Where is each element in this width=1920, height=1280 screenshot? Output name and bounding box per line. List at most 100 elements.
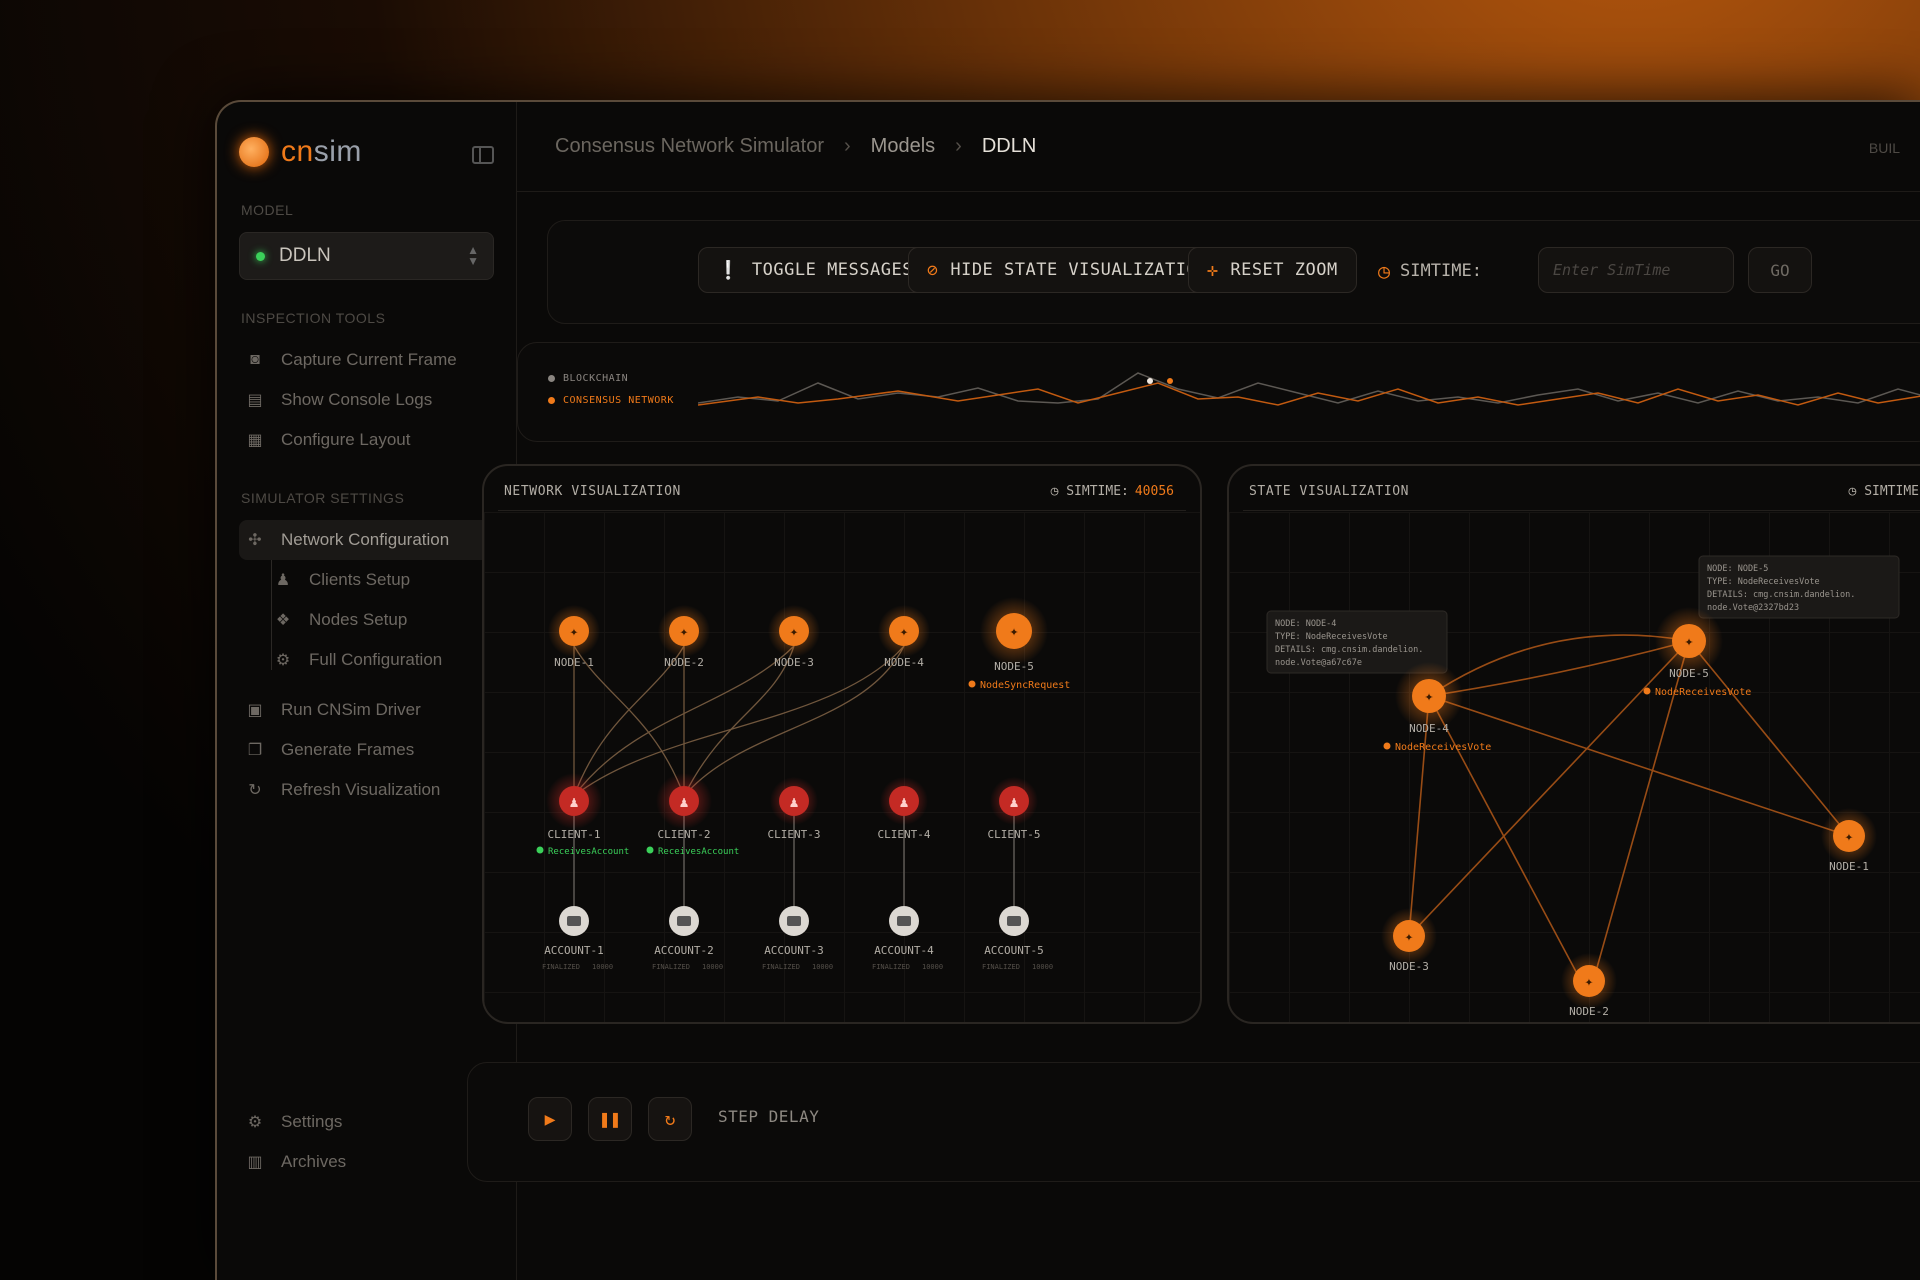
client-2[interactable]: ♟ CLIENT-2 ReceivesAccount xyxy=(646,773,740,857)
playhead-dot-accent xyxy=(1167,378,1173,384)
edge xyxy=(1428,695,1590,997)
client-5[interactable]: ♟ CLIENT-5 xyxy=(988,777,1041,841)
sidebar-toggle-icon[interactable] xyxy=(472,146,494,164)
account-2[interactable]: ACCOUNT-2 FINALIZED 10000 xyxy=(652,906,723,971)
menu-configure-layout[interactable]: ▦ Configure Layout xyxy=(239,420,494,460)
node-label: NODE-5 xyxy=(994,660,1034,673)
account-1[interactable]: ACCOUNT-1 FINALIZED 10000 xyxy=(542,906,613,971)
go-button[interactable]: GO xyxy=(1748,247,1812,293)
model-select[interactable]: DDLN ▲ ▼ xyxy=(239,232,494,280)
network-simtime: ◷ SIMTIME: 40056 xyxy=(1050,484,1174,499)
edge xyxy=(1428,634,1690,697)
account-label: ACCOUNT-4 xyxy=(874,944,934,957)
edge xyxy=(1428,640,1690,697)
account-3[interactable]: ACCOUNT-3 FINALIZED 10000 xyxy=(762,906,833,971)
node-3[interactable]: ✦ NODE-3 xyxy=(768,605,820,669)
client-node-edges xyxy=(573,645,905,797)
simtime-input[interactable] xyxy=(1538,247,1734,293)
svg-text:♟: ♟ xyxy=(789,793,798,811)
reset-zoom-button[interactable]: ✛ RESET ZOOM xyxy=(1188,247,1357,293)
edge xyxy=(1408,695,1430,937)
svg-text:DETAILS: cmg.cnsim.dandelion.: DETAILS: cmg.cnsim.dandelion. xyxy=(1707,590,1855,600)
tooltip-node-5: NODE: NODE-5 TYPE: NodeReceivesVote DETA… xyxy=(1698,555,1900,619)
menu-clients-setup[interactable]: ♟ Clients Setup xyxy=(239,560,494,600)
svg-text:NODE: NODE-5: NODE: NODE-5 xyxy=(1707,564,1768,574)
edge xyxy=(1588,640,1690,997)
node-label: NODE-2 xyxy=(1569,1005,1609,1018)
svg-text:✦: ✦ xyxy=(1009,622,1018,640)
hide-state-visualization-button[interactable]: ⊘ HIDE STATE VISUALIZATION xyxy=(908,247,1227,293)
node-4[interactable]: ✦ NODE-4 xyxy=(878,605,930,669)
edge xyxy=(573,645,685,797)
client-label: CLIENT-4 xyxy=(878,828,931,841)
legend-consensus: CONSENSUS NETWORK xyxy=(548,395,674,406)
menu-archives[interactable]: ▥ Archives xyxy=(239,1142,346,1182)
state-node-5[interactable]: ✦ NODE-5 NodeReceivesVote xyxy=(1643,607,1752,698)
breadcrumb-models[interactable]: Models xyxy=(870,135,936,157)
play-icon: ▣ xyxy=(247,702,263,719)
client-1[interactable]: ♟ CLIENT-1 ReceivesAccount xyxy=(536,773,630,857)
model-value: DDLN xyxy=(279,245,331,266)
node-event-label: NodeSyncRequest xyxy=(980,680,1070,691)
client-4[interactable]: ♟ CLIENT-4 xyxy=(878,777,931,841)
eye-off-icon: ⊘ xyxy=(927,259,939,281)
network-graph[interactable]: ✦ NODE-1 ✦ NODE-2 ✦ NODE-3 ✦ NODE-4 ✦ NODE-5 … xyxy=(484,466,1202,1024)
toggle-messages-button[interactable]: ❕ TOGGLE MESSAGES xyxy=(698,247,932,293)
breadcrumb-simulator[interactable]: Consensus Network Simulator xyxy=(555,135,824,157)
menu-generate-frames[interactable]: ❐ Generate Frames xyxy=(239,730,494,770)
state-node-2[interactable]: ✦ NODE-2 xyxy=(1561,953,1617,1018)
state-panel-title: STATE VISUALIZATION xyxy=(1249,484,1410,499)
menu-full-configuration[interactable]: ⚙ Full Configuration xyxy=(239,640,494,680)
menu-console-logs[interactable]: ▤ Show Console Logs xyxy=(239,380,494,420)
state-node-1[interactable]: ✦ NODE-1 xyxy=(1821,808,1877,873)
menu-network-configuration[interactable]: ✣ Network Configuration xyxy=(239,520,494,560)
simulator-settings-label: SIMULATOR SETTINGS xyxy=(241,490,405,506)
state-graph[interactable]: NODE: NODE-4 TYPE: NodeReceivesVote DETA… xyxy=(1229,466,1920,1024)
node-label: NODE-4 xyxy=(884,656,924,669)
legend-blockchain: BLOCKCHAIN xyxy=(548,373,628,384)
layout-icon: ▦ xyxy=(247,432,263,449)
menu-run-driver[interactable]: ▣ Run CNSim Driver xyxy=(239,690,494,730)
play-button[interactable]: ▶ xyxy=(528,1097,572,1141)
svg-text:♟: ♟ xyxy=(899,793,908,811)
pause-button[interactable]: ❚❚ xyxy=(588,1097,632,1141)
svg-text:✦: ✦ xyxy=(1424,687,1433,705)
timeline[interactable]: BLOCKCHAIN CONSENSUS NETWORK xyxy=(517,342,1920,442)
node-label: NODE-3 xyxy=(774,656,814,669)
menu-nodes-setup[interactable]: ❖ Nodes Setup xyxy=(239,600,494,640)
network-panel-title: NETWORK VISUALIZATION xyxy=(504,484,681,499)
refresh-icon: ↻ xyxy=(248,782,262,799)
account-label: ACCOUNT-2 xyxy=(654,944,714,957)
menu-settings[interactable]: ⚙ Settings xyxy=(239,1102,346,1142)
toolbar: ❕ TOGGLE MESSAGES ⊘ HIDE STATE VISUALIZATI… xyxy=(547,220,1920,324)
step-delay-label: STEP DELAY xyxy=(718,1107,820,1126)
panel-divider xyxy=(498,510,1186,511)
account-label: ACCOUNT-3 xyxy=(764,944,824,957)
svg-text:♟: ♟ xyxy=(569,793,578,811)
svg-text:NODE: NODE-4: NODE: NODE-4 xyxy=(1275,619,1336,629)
menu-refresh-visualization[interactable]: ↻ Refresh Visualization xyxy=(239,770,494,810)
node-5[interactable]: ✦ NODE-5 NodeSyncRequest xyxy=(968,597,1071,691)
client-event-label: ReceivesAccount xyxy=(548,847,629,857)
tooltip-node-4: NODE: NODE-4 TYPE: NodeReceivesVote DETA… xyxy=(1266,610,1448,674)
account-status: FINALIZED xyxy=(542,963,580,971)
account-balance: 10000 xyxy=(702,963,723,971)
node-2[interactable]: ✦ NODE-2 xyxy=(658,605,710,669)
account-balance: 10000 xyxy=(812,963,833,971)
node-1[interactable]: ✦ NODE-1 xyxy=(548,605,600,669)
brand[interactable]: cnsim xyxy=(239,132,494,172)
state-node-4[interactable]: ✦ NODE-4 NodeReceivesVote xyxy=(1383,662,1492,753)
edge xyxy=(1428,695,1850,837)
svg-text:♟: ♟ xyxy=(1009,793,1018,811)
node-label: NODE-1 xyxy=(554,656,594,669)
account-4[interactable]: ACCOUNT-4 FINALIZED 10000 xyxy=(872,906,943,971)
client-3[interactable]: ♟ CLIENT-3 xyxy=(768,777,821,841)
restart-button[interactable]: ↻ xyxy=(648,1097,692,1141)
state-edges xyxy=(1408,634,1850,997)
menu-capture-frame[interactable]: ◙ Capture Current Frame xyxy=(239,340,494,380)
pause-icon: ❚❚ xyxy=(599,1108,621,1130)
account-5[interactable]: ACCOUNT-5 FINALIZED 10000 xyxy=(982,906,1053,971)
grid-background xyxy=(484,512,1200,1022)
state-node-3[interactable]: ✦ NODE-3 xyxy=(1381,908,1437,973)
sidebar-bottom: ⚙ Settings ▥ Archives xyxy=(239,1102,346,1280)
